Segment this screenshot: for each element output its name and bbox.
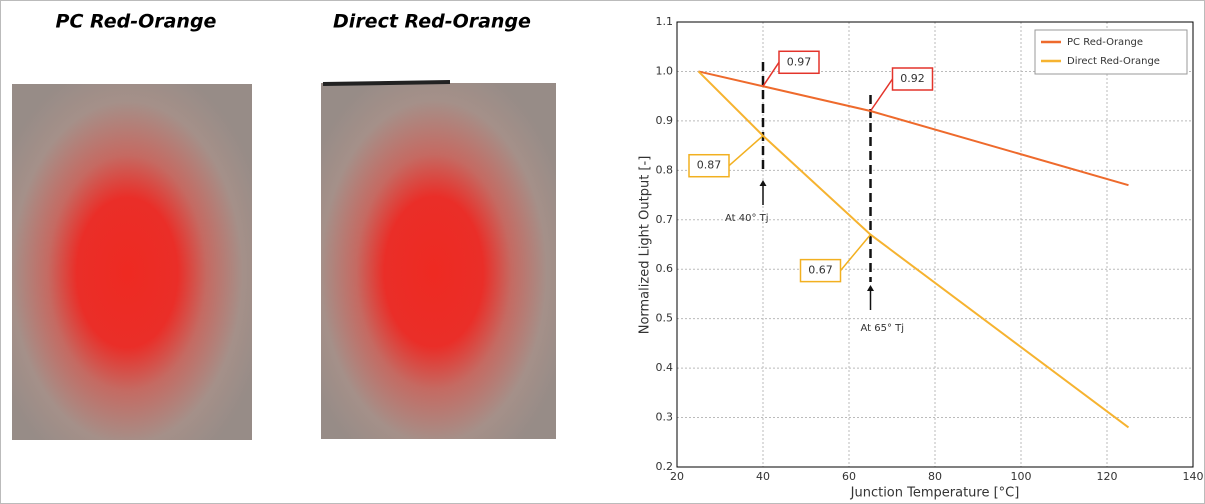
y-tick-label: 0.6 (656, 262, 674, 275)
legend-box (1034, 29, 1188, 75)
data-label: 0.97 (787, 55, 812, 68)
x-tick-label: 100 (1011, 470, 1032, 483)
photo-edge (322, 80, 451, 86)
callout-leader (839, 234, 872, 272)
legend-label: Direct Red-Orange (1067, 56, 1160, 67)
y-axis-label: Normalized Light Output [-] (638, 156, 653, 335)
callout-box (778, 50, 820, 75)
arrow-head (867, 285, 874, 291)
legend-label: PC Red-Orange (1067, 37, 1143, 48)
callout-box (891, 67, 934, 91)
y-tick-label: 1.0 (656, 64, 674, 77)
line (698, 70, 1129, 187)
photo-title: PC Red-Orange (56, 11, 217, 33)
y-tick-label: 0.5 (656, 312, 674, 325)
photo (12, 84, 252, 440)
photo (321, 83, 556, 439)
x-tick-label: 140 (1183, 470, 1204, 483)
x-tick-label: 20 (670, 470, 684, 483)
y-tick-label: 0.4 (656, 361, 674, 374)
y-tick-label: 0.2 (656, 460, 674, 473)
y-tick-label: 0.9 (656, 114, 674, 127)
annotation: At 65° Tj (861, 323, 905, 334)
callout-leader (728, 135, 764, 167)
y-tick-label: 0.3 (656, 411, 674, 424)
annotation: At 40° Tj (725, 213, 769, 224)
data-label: 0.92 (900, 72, 925, 85)
callout-box (688, 153, 730, 178)
data-label: 0.67 (808, 264, 833, 277)
callout-leader (762, 61, 780, 87)
callout-leader (869, 78, 894, 112)
callout-box (799, 258, 842, 283)
x-tick-label: 40 (756, 470, 770, 483)
y-tick-label: 0.7 (656, 213, 674, 226)
x-axis-label: Junction Temperature [°C] (850, 486, 1020, 501)
line (697, 70, 1130, 429)
x-tick-label: 60 (842, 470, 856, 483)
arrow-head (759, 180, 767, 186)
y-tick-label: 0.8 (656, 163, 674, 176)
x-tick-label: 120 (1097, 470, 1118, 483)
data-label: 0.87 (697, 159, 722, 172)
plot-frame (676, 21, 1194, 468)
photo-title: Direct Red-Orange (333, 11, 531, 33)
x-tick-label: 80 (928, 470, 942, 483)
y-tick-label: 1.1 (656, 15, 674, 28)
